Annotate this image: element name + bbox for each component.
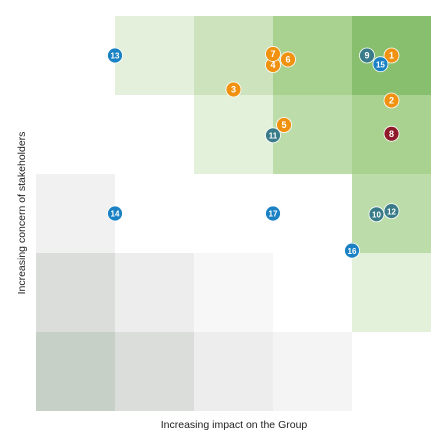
- point-label: 8: [389, 129, 394, 139]
- matrix-cell: [115, 253, 194, 332]
- data-point-8: 8: [383, 125, 400, 142]
- data-point-10: 10: [368, 206, 385, 223]
- point-label: 9: [365, 51, 370, 61]
- matrix-cell: [273, 332, 352, 411]
- data-point-16: 16: [344, 242, 360, 259]
- matrix-cell: [352, 253, 431, 332]
- matrix-cell: [273, 253, 352, 332]
- x-axis-label: Increasing impact on the Group: [160, 419, 308, 431]
- data-point-17: 17: [265, 205, 281, 222]
- data-point-13: 13: [107, 47, 123, 64]
- point-label: 14: [111, 210, 120, 219]
- matrix-cell: [115, 16, 194, 95]
- matrix-cell: [273, 95, 352, 174]
- matrix-cell: [115, 332, 194, 411]
- point-label: 1: [389, 51, 394, 61]
- matrix-cell: [36, 174, 115, 253]
- point-label: 13: [111, 52, 120, 61]
- data-point-3: 3: [225, 81, 242, 98]
- point-label: 4: [270, 60, 275, 70]
- matrix-cell: [36, 332, 115, 411]
- point-label: 3: [231, 85, 236, 95]
- point-label: 15: [376, 60, 385, 69]
- point-label: 17: [269, 210, 278, 219]
- data-point-7: 7: [265, 46, 281, 62]
- point-label: 10: [372, 210, 381, 219]
- point-marker: [383, 203, 400, 220]
- matrix-cells: [36, 16, 431, 411]
- point-marker: [280, 51, 296, 68]
- point-marker: [107, 47, 123, 64]
- matrix-cell: [194, 95, 273, 174]
- data-point-12: 12: [383, 203, 400, 220]
- matrix-cell: [36, 253, 115, 332]
- point-marker: [265, 46, 281, 62]
- point-label: 6: [286, 55, 291, 65]
- point-marker: [265, 127, 281, 144]
- point-marker: [276, 117, 292, 133]
- point-label: 5: [282, 120, 287, 130]
- data-point-6: 6: [280, 51, 296, 68]
- point-label: 12: [387, 207, 396, 216]
- data-point-1: 1: [383, 47, 400, 64]
- matrix-cell: [194, 332, 273, 411]
- matrix-cell: [115, 174, 194, 253]
- data-point-9: 9: [359, 47, 375, 64]
- data-point-2: 2: [383, 92, 400, 109]
- data-point-11: 11: [265, 127, 281, 144]
- y-axis-label: Increasing concern of stakeholders: [16, 131, 28, 295]
- point-marker: [383, 92, 400, 109]
- data-point-15: 15: [372, 56, 389, 73]
- matrix-cell: [194, 174, 273, 253]
- point-label: 2: [389, 96, 394, 106]
- point-marker: [383, 125, 400, 142]
- point-label: 11: [269, 131, 278, 140]
- point-label: 16: [348, 247, 357, 256]
- point-marker: [368, 206, 385, 223]
- data-point-5: 5: [276, 117, 292, 133]
- matrix-cell: [194, 253, 273, 332]
- point-marker: [107, 205, 123, 222]
- matrix-cell: [115, 95, 194, 174]
- matrix-cell: [273, 174, 352, 253]
- point-marker: [383, 47, 400, 64]
- point-marker: [359, 47, 375, 64]
- point-label: 7: [270, 49, 275, 59]
- data-point-14: 14: [107, 205, 123, 222]
- point-marker: [265, 205, 281, 222]
- point-marker: [225, 81, 242, 98]
- point-marker: [372, 56, 389, 73]
- point-marker: [344, 242, 360, 259]
